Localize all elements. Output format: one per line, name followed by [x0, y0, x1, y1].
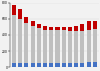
Bar — [12, 63, 16, 67]
Bar — [43, 26, 47, 30]
Bar — [62, 30, 66, 63]
Bar — [18, 19, 22, 63]
Bar — [56, 63, 60, 67]
Bar — [37, 24, 41, 28]
Bar — [87, 21, 91, 30]
Bar — [93, 62, 97, 67]
Bar — [80, 24, 84, 31]
Bar — [68, 63, 72, 67]
Bar — [43, 63, 47, 67]
Bar — [49, 30, 53, 63]
Bar — [49, 63, 53, 67]
Bar — [56, 27, 60, 30]
Bar — [74, 26, 78, 31]
Bar — [31, 63, 35, 67]
Bar — [18, 63, 22, 67]
Bar — [93, 29, 97, 62]
Bar — [12, 15, 16, 63]
Bar — [87, 30, 91, 62]
Bar — [49, 27, 53, 30]
Bar — [56, 30, 60, 63]
Bar — [62, 27, 66, 30]
Bar — [43, 30, 47, 63]
Bar — [62, 63, 66, 67]
Bar — [93, 21, 97, 29]
Bar — [74, 31, 78, 63]
Bar — [24, 63, 28, 67]
Bar — [37, 63, 41, 67]
Bar — [24, 23, 28, 63]
Bar — [24, 17, 28, 23]
Bar — [12, 5, 16, 15]
Bar — [87, 62, 91, 67]
Bar — [68, 27, 72, 31]
Bar — [80, 31, 84, 63]
Bar — [80, 63, 84, 67]
Bar — [68, 31, 72, 63]
Bar — [31, 21, 35, 26]
Bar — [74, 63, 78, 67]
Bar — [37, 28, 41, 63]
Bar — [31, 26, 35, 63]
Bar — [18, 9, 22, 19]
